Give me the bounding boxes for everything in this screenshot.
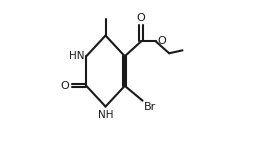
Text: O: O [157, 36, 166, 46]
Text: NH: NH [98, 110, 113, 120]
Text: Br: Br [144, 102, 156, 112]
Text: HN: HN [69, 51, 84, 61]
Text: O: O [137, 13, 146, 23]
Text: O: O [60, 81, 69, 91]
